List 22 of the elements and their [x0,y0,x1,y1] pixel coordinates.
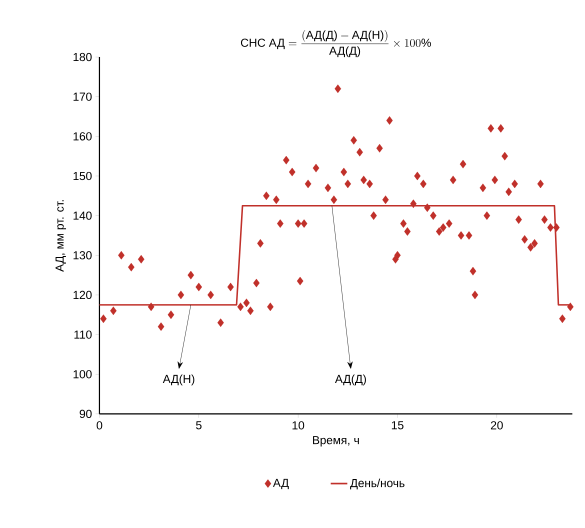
x-axis-title: Время, ч [313,436,359,447]
annotation: АД(Д) [334,374,366,386]
legend-label: АД [272,478,289,490]
x-tick-label: 15 [392,421,404,430]
y-tick-label: 130 [74,251,92,260]
x-tick-label: 5 [196,421,202,430]
y-tick-label: 150 [74,172,92,180]
annotation: АД(Н) [162,374,194,386]
y-tick-label: 100 [74,370,92,378]
y-tick-label: 160 [74,132,92,140]
y-tick-label: 90 [80,410,92,418]
y-tick-label: 140 [74,212,92,220]
x-tick-label: 0 [96,421,102,430]
y-tick-label: 110 [74,330,92,339]
y-tick-label: 170 [74,92,92,101]
x-tick-label: 10 [292,421,304,430]
legend-label: День/ночь [350,478,404,490]
chart-title: $\text{СНС АД} = \dfrac{(\text{АД(Д)} - \text{АД(Н)})}{\text{АД(Д)}} \times 100\%$ [240,30,431,58]
x-tick-label: 20 [490,421,503,430]
y-tick-label: 180 [74,52,92,62]
y-tick-label: 120 [74,290,92,300]
y-axis-title: АД, мм рт. ст. [56,200,66,272]
